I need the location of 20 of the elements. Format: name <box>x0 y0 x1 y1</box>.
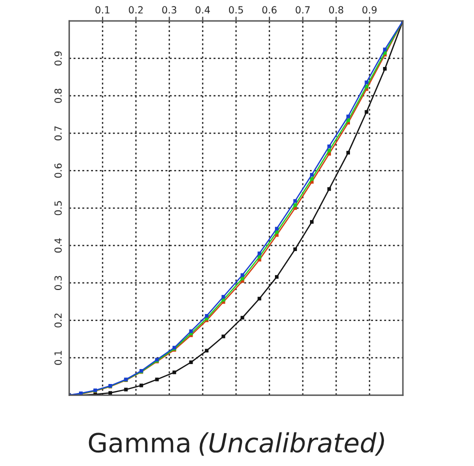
x-tick-label: 0.3 <box>162 6 176 14</box>
y-tick-label: 0.1 <box>54 350 62 365</box>
y-tick-label: 0.7 <box>54 126 62 140</box>
y-tick-label: 0.3 <box>54 276 62 290</box>
x-tick-label: 0.9 <box>362 6 377 14</box>
y-tick-label: 0.6 <box>54 164 62 178</box>
y-tick-label: 0.9 <box>54 51 62 66</box>
x-tick-label: 0.6 <box>262 6 277 14</box>
y-tick-label: 0.8 <box>54 88 62 103</box>
x-tick-label: 0.1 <box>95 6 110 14</box>
x-tick-label: 0.2 <box>128 6 143 14</box>
x-tick-label: 0.7 <box>296 6 310 14</box>
y-tick-label: 0.4 <box>54 238 62 253</box>
x-tick-label: 0.5 <box>228 6 243 14</box>
y-tick-label: 0.5 <box>54 201 62 216</box>
text: (Uncalibrated) <box>200 432 384 456</box>
y-tick-label: 0.2 <box>54 314 62 328</box>
text: Gamma <box>88 432 190 453</box>
x-tick-label: 0.4 <box>196 6 210 14</box>
x-tick-label: 0.8 <box>329 6 344 14</box>
